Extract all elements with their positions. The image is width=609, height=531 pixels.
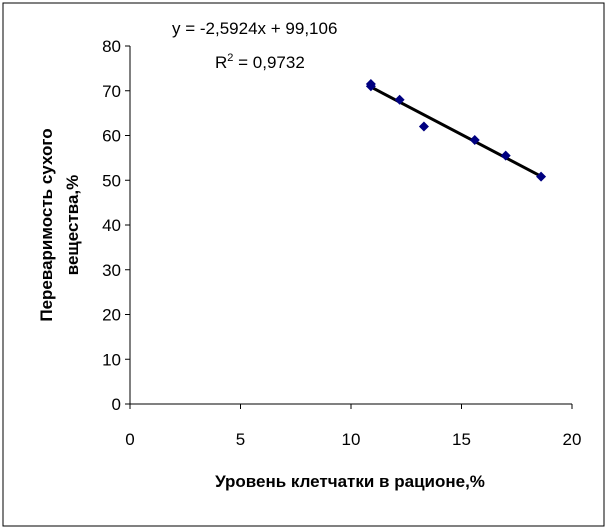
data-point xyxy=(469,134,480,145)
data-point xyxy=(394,94,405,105)
y-axis-label-line2: вещества,% xyxy=(63,175,82,276)
x-tick-label: 15 xyxy=(452,430,471,449)
data-point xyxy=(536,171,547,182)
x-tick-label: 5 xyxy=(236,430,245,449)
y-tick-label: 70 xyxy=(102,82,121,101)
trend-equation: y = -2,5924x + 99,106 xyxy=(172,19,337,38)
y-axis-label-line1: Переваримость сухого xyxy=(37,128,56,321)
x-tick-label: 20 xyxy=(563,430,582,449)
y-tick-label: 10 xyxy=(102,350,121,369)
r2-sup: 2 xyxy=(227,52,233,64)
data-point xyxy=(365,81,376,92)
y-tick-label: 60 xyxy=(102,127,121,146)
data-point xyxy=(500,150,511,161)
chart-frame xyxy=(2,2,605,527)
r-squared: R2 = 0,9732 xyxy=(215,52,305,72)
r2-label: R xyxy=(215,53,227,72)
y-tick-label: 0 xyxy=(112,395,121,414)
x-tick-label: 10 xyxy=(342,430,361,449)
r2-value: = 0,9732 xyxy=(233,53,304,72)
y-tick-label: 80 xyxy=(102,37,121,56)
x-axis-label: Уровень клетчатки в рационе,% xyxy=(215,472,485,491)
y-tick-label: 20 xyxy=(102,306,121,325)
y-tick-label: 40 xyxy=(102,216,121,235)
y-tick-label: 50 xyxy=(102,171,121,190)
x-tick-label: 0 xyxy=(125,430,134,449)
y-tick-label: 30 xyxy=(102,261,121,280)
data-point xyxy=(418,121,429,132)
